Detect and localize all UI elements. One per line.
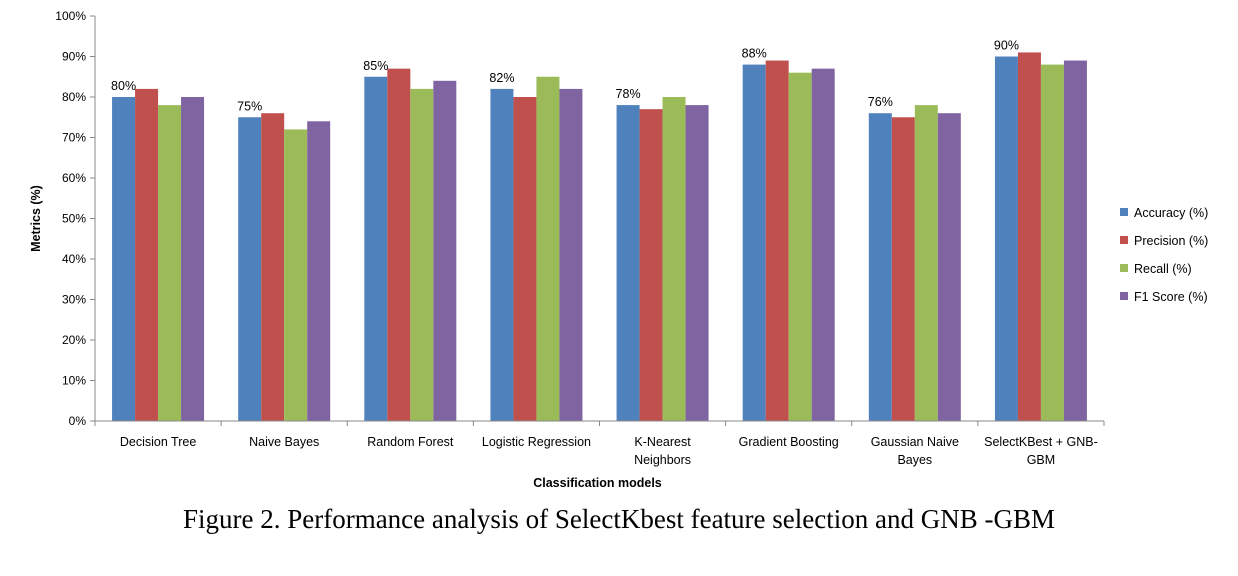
y-tick-label: 10% xyxy=(62,374,86,388)
legend-swatch xyxy=(1120,264,1128,272)
legend-swatch xyxy=(1120,208,1128,216)
legend-swatch xyxy=(1120,292,1128,300)
bar xyxy=(914,105,938,421)
data-label: 85% xyxy=(363,59,388,73)
x-tick-label: Decision Tree xyxy=(120,435,196,449)
bar xyxy=(891,117,915,421)
data-label: 80% xyxy=(111,79,136,93)
bar xyxy=(639,109,663,422)
x-tick-label: Logistic Regression xyxy=(482,435,591,449)
bar xyxy=(387,68,411,422)
legend: Accuracy (%) Precision (%) Recall (%) F1 Sc… xyxy=(1120,206,1208,304)
bar xyxy=(662,97,686,421)
x-tick-label: Naive Bayes xyxy=(249,435,319,449)
y-tick-label: 60% xyxy=(62,171,86,185)
legend-label: Recall (%) xyxy=(1134,262,1192,276)
bar xyxy=(410,88,434,422)
x-tick-label: Gradient Boosting xyxy=(739,435,839,449)
data-labels: 80% 75% 85% 82% 78% 88% 76% 90% xyxy=(111,39,1019,114)
legend-swatch xyxy=(1120,236,1128,244)
bar xyxy=(559,88,583,422)
y-tick-label: 20% xyxy=(62,333,86,347)
bar xyxy=(238,117,262,421)
bar xyxy=(868,113,892,421)
bar xyxy=(513,97,537,421)
bar xyxy=(364,76,388,421)
bar xyxy=(307,121,331,422)
x-tick-label: Neighbors xyxy=(634,453,691,467)
y-tick-label: 40% xyxy=(62,252,86,266)
legend-label: F1 Score (%) xyxy=(1134,290,1208,304)
category-labels: Decision Tree Naive Bayes Random Forest Log… xyxy=(120,435,1098,467)
figure-caption: Figure 2. Performance analysis of Select… xyxy=(182,504,1055,534)
data-label: 76% xyxy=(868,95,893,109)
x-tick-label: Random Forest xyxy=(367,435,454,449)
chart: 0% 10% 20% 30% 40% 50% 60% 70% 80% 90% 100% 80% 75%… xyxy=(29,9,1208,490)
legend-label: Accuracy (%) xyxy=(1134,206,1208,220)
bar xyxy=(1040,64,1064,421)
x-tick-label: SelectKBest + GNB- xyxy=(984,435,1098,449)
bar xyxy=(284,129,308,421)
x-tick-label: K-Nearest xyxy=(634,435,691,449)
bar xyxy=(994,56,1018,421)
x-tick-label: Bayes xyxy=(897,453,932,467)
bar xyxy=(158,105,182,421)
bar xyxy=(616,105,640,421)
data-label: 75% xyxy=(237,99,262,113)
bar xyxy=(261,113,285,421)
bar xyxy=(1063,60,1087,422)
y-tick-label: 70% xyxy=(62,131,86,145)
bar xyxy=(135,88,159,422)
y-tick-label: 0% xyxy=(69,414,87,428)
bar xyxy=(811,68,835,422)
bars xyxy=(112,52,1087,422)
bar xyxy=(181,97,205,421)
bar xyxy=(788,72,812,421)
bar xyxy=(685,105,709,421)
bar xyxy=(112,97,136,421)
data-label: 78% xyxy=(616,87,641,101)
y-tick-label: 100% xyxy=(55,9,86,23)
bar xyxy=(536,76,560,421)
x-axis-ticks xyxy=(94,421,1105,426)
data-label: 90% xyxy=(994,39,1019,53)
legend-label: Precision (%) xyxy=(1134,234,1208,248)
bar xyxy=(490,88,514,422)
y-axis-title: Metrics (%) xyxy=(29,185,43,252)
bar xyxy=(765,60,789,422)
bar xyxy=(1017,52,1041,421)
bar xyxy=(742,64,766,421)
y-tick-label: 30% xyxy=(62,293,86,307)
y-axis-ticks: 0% 10% 20% 30% 40% 50% 60% 70% 80% 90% 100% xyxy=(55,9,95,428)
data-label: 82% xyxy=(489,71,514,85)
y-tick-label: 50% xyxy=(62,212,86,226)
y-tick-label: 80% xyxy=(62,90,86,104)
bar xyxy=(433,80,457,422)
y-tick-label: 90% xyxy=(62,50,86,64)
x-tick-label: GBM xyxy=(1027,453,1055,467)
x-axis-title: Classification models xyxy=(533,476,662,490)
x-tick-label: Gaussian Naive xyxy=(871,435,959,449)
bar xyxy=(937,113,961,421)
data-label: 88% xyxy=(742,47,767,61)
